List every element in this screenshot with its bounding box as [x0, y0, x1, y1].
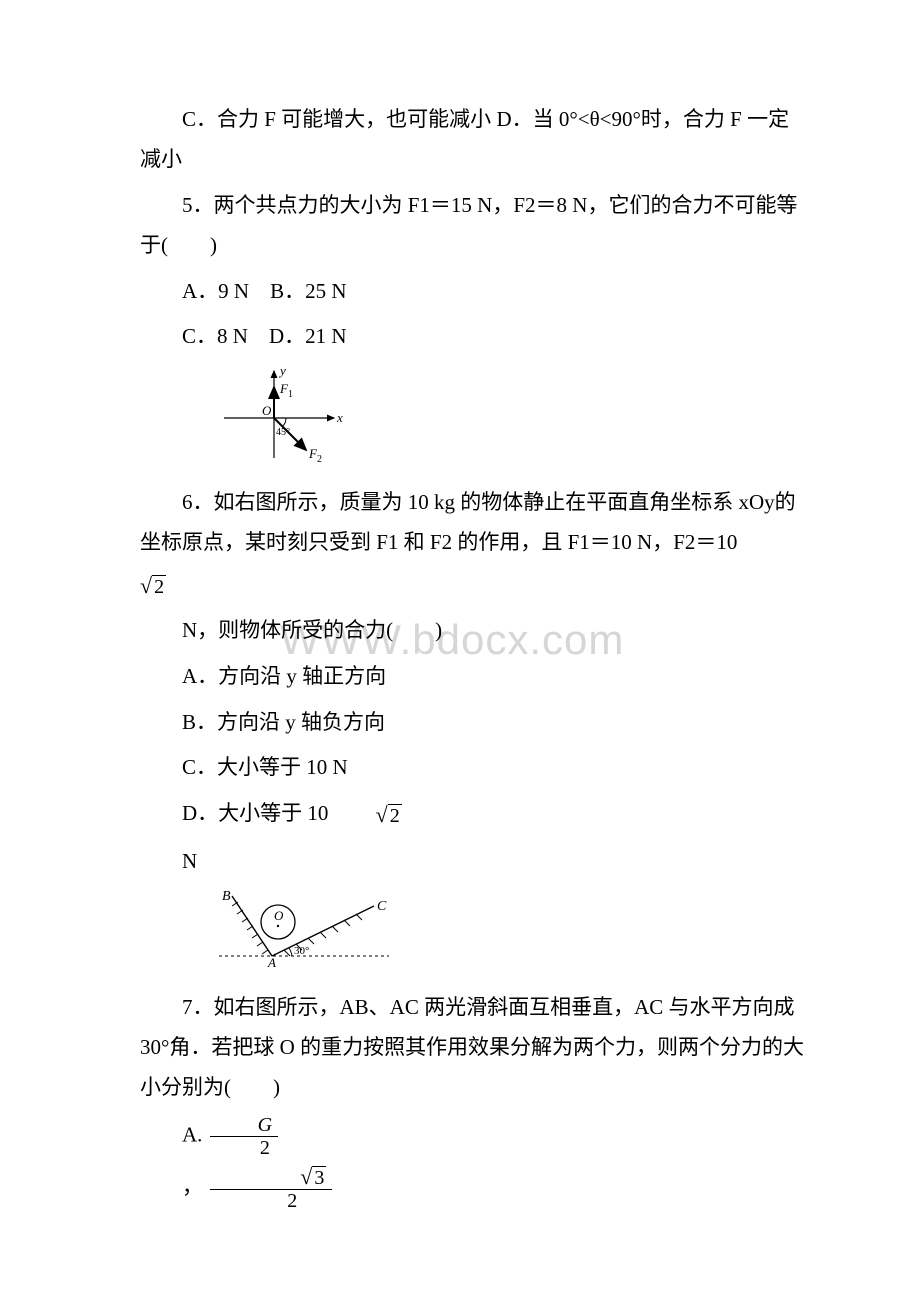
- q6-optD-sqrt: 2: [334, 794, 402, 836]
- q6-optD-prefix: D．大小等于 10: [182, 801, 328, 825]
- q5-optA: A．9 N: [182, 279, 249, 303]
- svg-text:30°: 30°: [294, 945, 309, 957]
- q7-optA-frac1-num: G: [210, 1114, 278, 1136]
- q6-stem-p2: N，则物体所受的合力( ): [140, 611, 810, 651]
- q6-optA: A．方向沿 y 轴正方向: [140, 657, 810, 697]
- q6-sqrt2-radicand: 2: [152, 575, 166, 598]
- q6-optD: D．大小等于 10 2: [140, 794, 810, 836]
- q7-optA-frac2: 3 2: [210, 1165, 332, 1212]
- q7-optA-label: A.: [182, 1122, 202, 1146]
- q5-figure: x y O F 1 F 2 45°: [214, 363, 811, 477]
- q7-optA-frac2-rad: 3: [312, 1166, 326, 1189]
- q7-optA-frac1-den: 2: [210, 1136, 278, 1159]
- q6-sqrt2: 2: [140, 565, 166, 607]
- svg-text:y: y: [278, 363, 286, 378]
- svg-text:C: C: [377, 899, 387, 914]
- q6-optD-sqrt-rad: 2: [388, 804, 402, 827]
- q6-optC: C．大小等于 10 N: [140, 748, 810, 788]
- q7-stem: 7．如右图所示，AB、AC 两光滑斜面互相垂直，AC 与水平方向成 30°角．若…: [140, 988, 810, 1108]
- q5-stem: 5．两个共点力的大小为 F1＝15 N，F2＝8 N，它们的合力不可能等于( ): [140, 186, 810, 266]
- q5-optD: D．21 N: [269, 324, 347, 348]
- q5-optC: C．8 N: [182, 324, 248, 348]
- svg-text:2: 2: [317, 454, 322, 463]
- q6-stem-p1: 6．如右图所示，质量为 10 kg 的物体静止在平面直角坐标系 xOy的坐标原点…: [140, 483, 810, 563]
- q6-stem-text1: 6．如右图所示，质量为 10 kg 的物体静止在平面直角坐标系 xOy的坐标原点…: [140, 490, 796, 554]
- svg-text:1: 1: [288, 389, 293, 400]
- q5-optB: B．25 N: [270, 279, 346, 303]
- q6-optD-tail: N: [140, 842, 810, 882]
- q4-options-cd: C．合力 F 可能增大，也可能减小 D．当 0°<θ<90°时，合力 F 一定减…: [140, 100, 810, 180]
- q4-optC: C．合力 F 可能增大，也可能减小: [182, 107, 491, 131]
- svg-text:A: A: [267, 955, 276, 968]
- svg-text:O: O: [274, 908, 284, 923]
- svg-text:O: O: [262, 403, 272, 418]
- q7-optA-frac2-num: 3: [210, 1165, 332, 1189]
- q7-optA-frac2-den: 2: [210, 1189, 332, 1212]
- q7-optA-comma: ，: [182, 1174, 203, 1198]
- q7-optA-line2: ， 3 2: [140, 1165, 810, 1212]
- q7-optA-frac1: G 2: [210, 1114, 278, 1159]
- q6-figure: O B C A 30°: [214, 888, 811, 982]
- svg-text:45°: 45°: [276, 427, 290, 438]
- q7-optA-line1: A. G 2: [140, 1114, 810, 1159]
- q6-optB: B．方向沿 y 轴负方向: [140, 703, 810, 743]
- q5-opts-ab: A．9 N B．25 N: [140, 272, 810, 312]
- q5-opts-cd: C．8 N D．21 N: [140, 317, 810, 357]
- svg-text:x: x: [336, 410, 343, 425]
- svg-text:B: B: [222, 889, 231, 904]
